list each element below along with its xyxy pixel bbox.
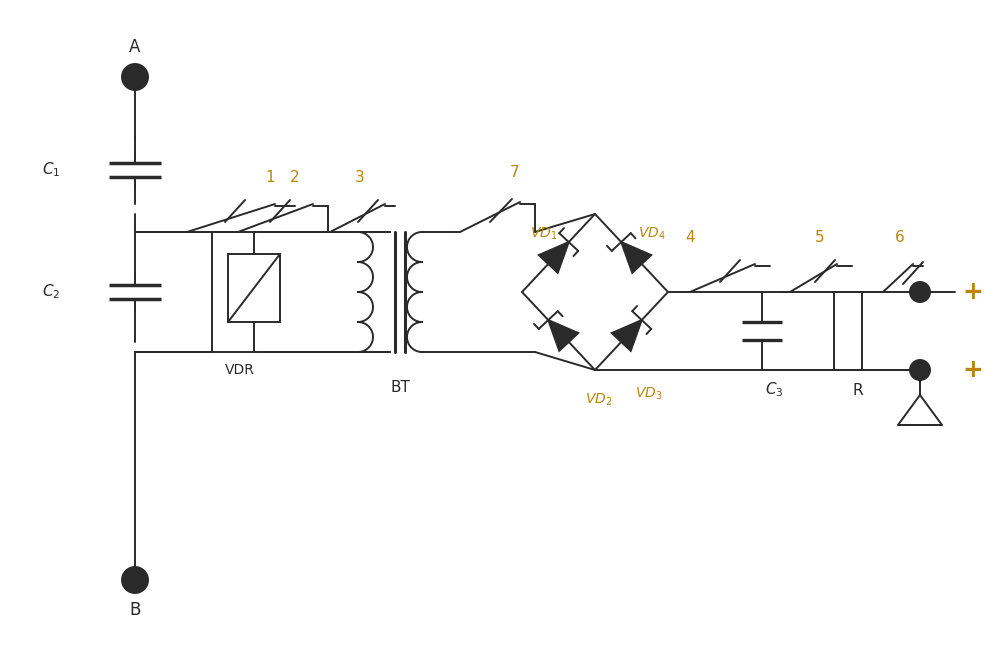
Text: $C_2$: $C_2$ <box>42 283 60 301</box>
Text: $VD_2$: $VD_2$ <box>585 392 612 408</box>
Text: BT: BT <box>390 379 410 394</box>
Text: R: R <box>852 383 863 398</box>
Text: $C_3$: $C_3$ <box>765 381 784 399</box>
Text: 1: 1 <box>265 170 275 185</box>
Text: $VD_4$: $VD_4$ <box>638 226 666 242</box>
Polygon shape <box>621 242 651 273</box>
Text: $VD_3$: $VD_3$ <box>635 386 663 402</box>
Text: 2: 2 <box>290 170 300 185</box>
Polygon shape <box>612 320 642 351</box>
Circle shape <box>122 567 148 593</box>
Text: B: B <box>129 601 141 619</box>
Text: 5: 5 <box>815 230 825 244</box>
Text: 6: 6 <box>895 230 905 244</box>
Text: +: + <box>962 280 983 304</box>
Circle shape <box>910 282 930 302</box>
Text: 3: 3 <box>355 170 365 185</box>
Polygon shape <box>548 320 578 351</box>
Text: $C_1$: $C_1$ <box>42 160 60 179</box>
Text: $VD_1$: $VD_1$ <box>530 226 557 242</box>
Text: A: A <box>129 38 141 56</box>
Bar <box>228 254 280 322</box>
Circle shape <box>122 64 148 90</box>
Text: 7: 7 <box>510 164 520 179</box>
Text: 4: 4 <box>685 230 695 244</box>
Bar <box>834 292 862 370</box>
Text: VDR: VDR <box>225 363 255 377</box>
Circle shape <box>910 360 930 380</box>
Polygon shape <box>539 242 569 273</box>
Text: +: + <box>962 358 983 382</box>
